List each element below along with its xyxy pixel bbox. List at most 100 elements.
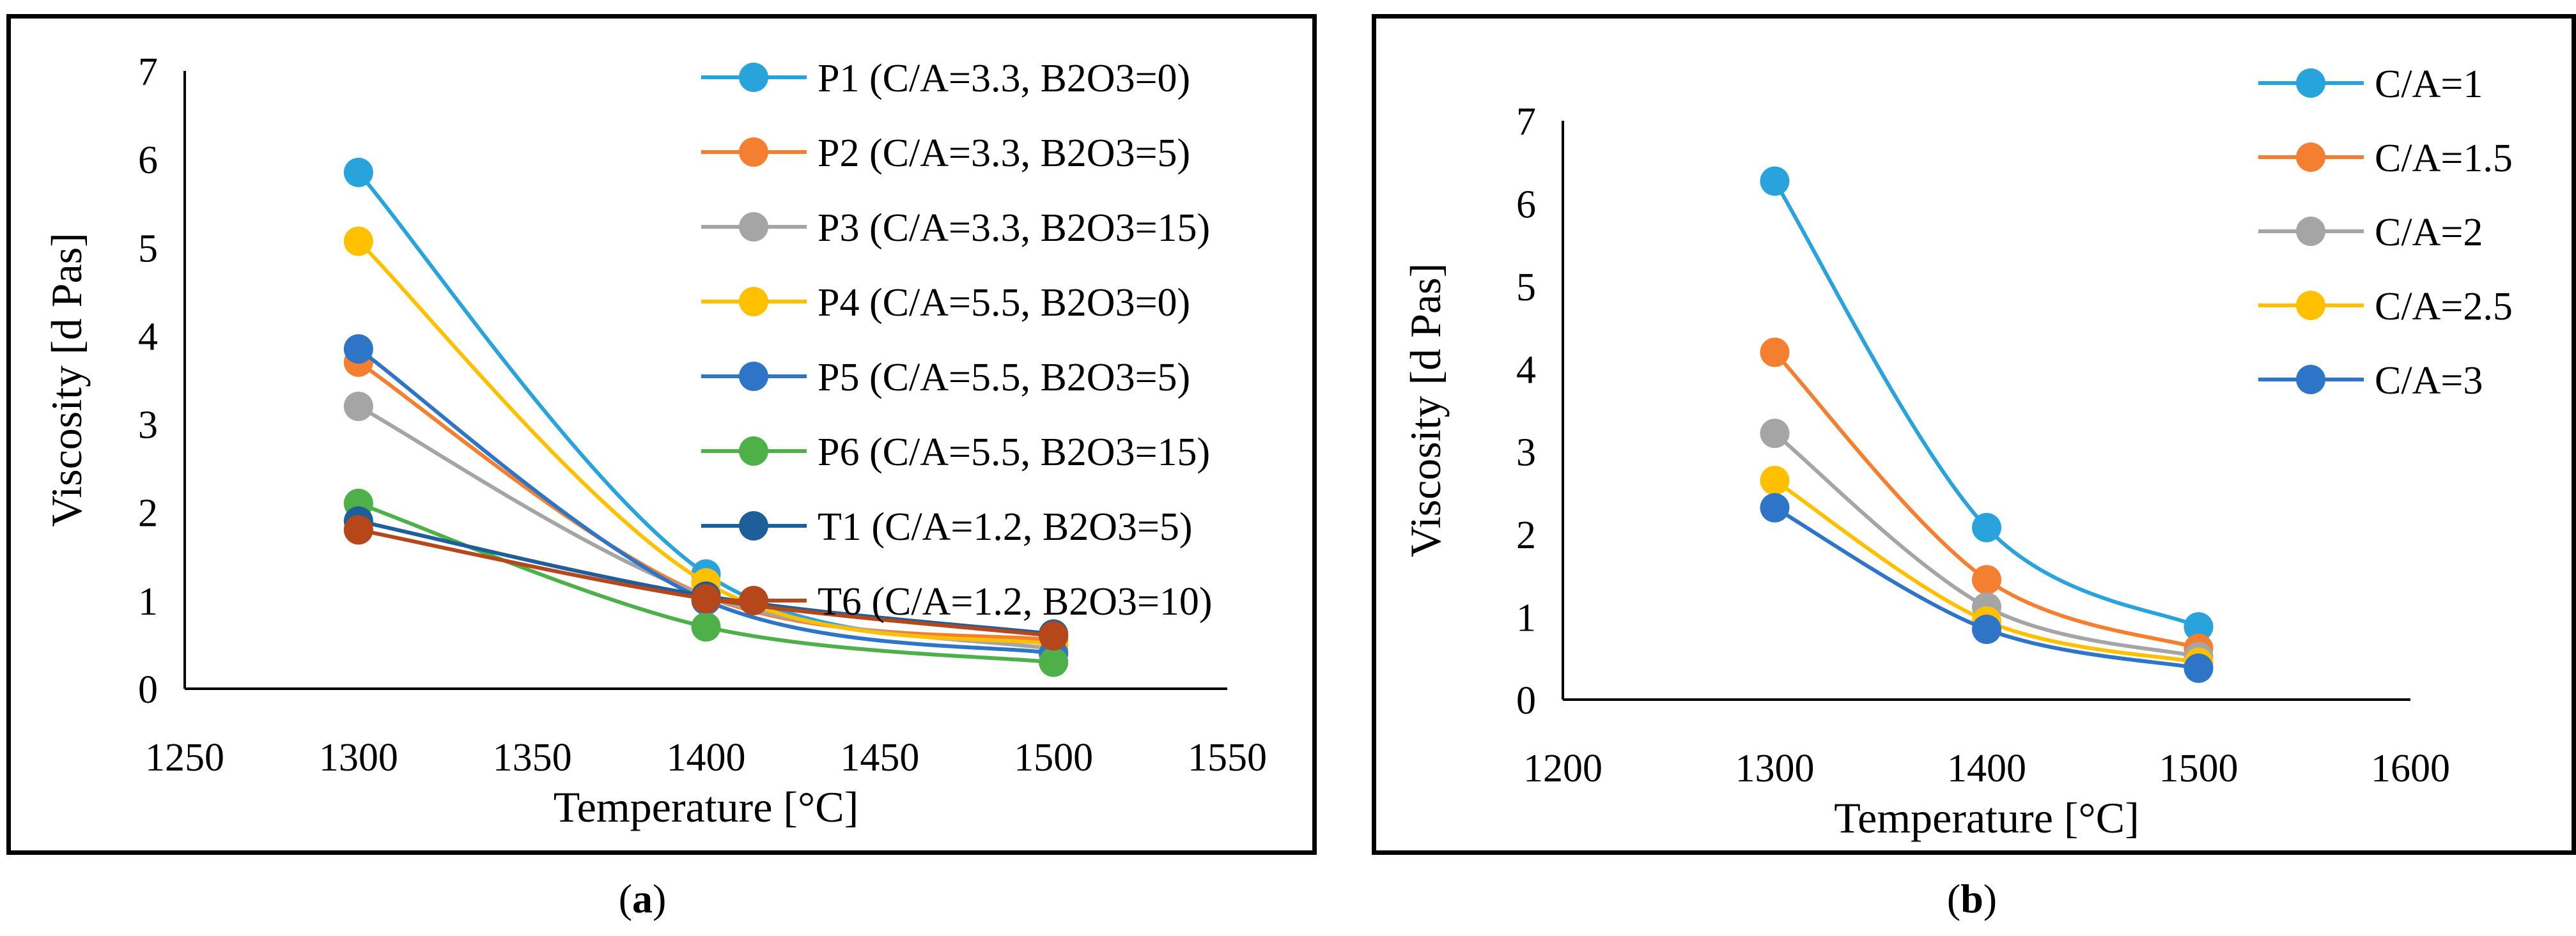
caption-b: (b) bbox=[1947, 875, 1997, 923]
x-tick-label: 1400 bbox=[667, 736, 746, 779]
x-tick-label: 1350 bbox=[493, 736, 572, 779]
legend-swatch-marker bbox=[2296, 217, 2325, 246]
legend-item: C/A=2.5 bbox=[2258, 285, 2513, 328]
x-tick-label: 1500 bbox=[1014, 736, 1093, 779]
data-point bbox=[343, 226, 373, 256]
legend-item: P5 (C/A=5.5, B2O3=5) bbox=[701, 356, 1190, 399]
legend-label: C/A=2 bbox=[2375, 211, 2483, 254]
caption-b-close: ) bbox=[1983, 876, 1998, 921]
y-tick-label: 2 bbox=[138, 492, 158, 535]
legend-swatch-marker bbox=[2296, 68, 2325, 98]
legend-swatch-marker bbox=[739, 287, 768, 316]
legend-swatch-marker bbox=[739, 511, 768, 541]
y-tick-label: 7 bbox=[138, 50, 158, 94]
x-tick-label: 1400 bbox=[1947, 747, 2026, 790]
y-tick-label: 3 bbox=[138, 404, 158, 447]
legend-item: C/A=2 bbox=[2258, 211, 2483, 254]
y-tick-label: 1 bbox=[138, 580, 158, 624]
data-point bbox=[1760, 466, 1790, 496]
y-tick-label: 6 bbox=[1516, 183, 1536, 226]
data-point bbox=[1972, 512, 2001, 542]
chart-panel-a: 0 1 2 3 4 5 6 7 1250 1300 1350 1400 1450 1500 1550 Temp… bbox=[6, 14, 1317, 855]
data-point bbox=[1039, 647, 1069, 677]
data-point bbox=[343, 515, 373, 545]
legend-label: C/A=1.5 bbox=[2375, 137, 2513, 180]
y-tick-label: 1 bbox=[1516, 597, 1536, 640]
legend-swatch-marker bbox=[2296, 365, 2325, 394]
legend-item: C/A=1.5 bbox=[2258, 137, 2513, 180]
legend-item: P2 (C/A=3.3, B2O3=5) bbox=[701, 132, 1190, 175]
series-line bbox=[357, 240, 1054, 647]
chart-panel-b: 0 1 2 3 4 5 6 7 1200 1300 1400 1500 1600 Temperature … bbox=[1372, 14, 2576, 855]
y-tick-label: 7 bbox=[1516, 100, 1536, 144]
legend-label: T1 (C/A=1.2, B2O3=5) bbox=[818, 505, 1193, 549]
y-tick-label: 5 bbox=[1516, 266, 1536, 309]
y-axis-title: Viscosity [d Pas] bbox=[1401, 263, 1450, 558]
legend-label: P3 (C/A=3.3, B2O3=15) bbox=[818, 206, 1210, 250]
y-tick-label: 6 bbox=[138, 139, 158, 182]
legend-swatch-marker bbox=[739, 63, 768, 92]
legend-label: P1 (C/A=3.3, B2O3=0) bbox=[818, 57, 1190, 100]
legend-swatch-marker bbox=[739, 586, 768, 615]
series-line bbox=[1773, 180, 2200, 629]
y-tick-label: 0 bbox=[1516, 679, 1536, 723]
data-point bbox=[1760, 337, 1790, 367]
chart-a-svg: 0 1 2 3 4 5 6 7 1250 1300 1350 1400 1450 1500 1550 Temp… bbox=[42, 50, 1267, 831]
legend-label: P2 (C/A=3.3, B2O3=5) bbox=[818, 132, 1190, 175]
legend-item: P4 (C/A=5.5, B2O3=0) bbox=[701, 281, 1190, 325]
x-tick-label: 1550 bbox=[1188, 736, 1267, 779]
legend-label: P4 (C/A=5.5, B2O3=0) bbox=[818, 281, 1190, 325]
legend-swatch-marker bbox=[739, 137, 768, 167]
chart-b-svg: 0 1 2 3 4 5 6 7 1200 1300 1400 1500 1600 Temperature … bbox=[1401, 63, 2513, 842]
legend-swatch-marker bbox=[739, 436, 768, 466]
caption-b-letter: b bbox=[1960, 876, 1983, 921]
series-6 bbox=[343, 488, 1069, 677]
caption-a-open: ( bbox=[618, 876, 632, 921]
legend-item: P3 (C/A=3.3, B2O3=15) bbox=[701, 206, 1210, 250]
legend-item: C/A=3 bbox=[2258, 359, 2483, 403]
legend-label: T6 (C/A=1.2, B2O3=10) bbox=[818, 580, 1213, 624]
legend-item: T1 (C/A=1.2, B2O3=5) bbox=[701, 505, 1193, 549]
legend-item: T6 (C/A=1.2, B2O3=10) bbox=[701, 580, 1213, 624]
data-point bbox=[1760, 418, 1790, 449]
caption-a-letter: a bbox=[632, 876, 653, 921]
y-tick-label: 4 bbox=[1516, 348, 1536, 392]
x-tick-label: 1200 bbox=[1523, 747, 1602, 790]
y-axis-title: Viscosity [d Pas] bbox=[42, 233, 91, 527]
data-point bbox=[2184, 612, 2214, 642]
data-point bbox=[1972, 565, 2001, 595]
data-point bbox=[1039, 621, 1069, 651]
x-tick-label: 1500 bbox=[2159, 747, 2238, 790]
y-tick-label: 0 bbox=[138, 668, 158, 712]
data-point bbox=[1972, 614, 2001, 644]
legend-label: P5 (C/A=5.5, B2O3=5) bbox=[818, 356, 1190, 399]
y-tick-label: 5 bbox=[138, 227, 158, 270]
data-point bbox=[2184, 653, 2214, 683]
x-axis-title: Temperature [°C] bbox=[1834, 794, 2139, 842]
legend: C/A=1 C/A=1.5 C/A=2 C/A=2.5 C/A=3 bbox=[2258, 63, 2513, 403]
legend-item: P6 (C/A=5.5, B2O3=15) bbox=[701, 431, 1210, 474]
legend-swatch-marker bbox=[739, 362, 768, 391]
legend-item: P1 (C/A=3.3, B2O3=0) bbox=[701, 57, 1190, 100]
y-tick-label: 2 bbox=[1516, 514, 1536, 557]
legend-swatch-marker bbox=[739, 212, 768, 242]
y-tick-label: 4 bbox=[138, 315, 158, 358]
series-2 bbox=[1760, 337, 2214, 663]
y-tick-label: 3 bbox=[1516, 431, 1536, 475]
caption-b-open: ( bbox=[1946, 876, 1961, 921]
legend-label: P6 (C/A=5.5, B2O3=15) bbox=[818, 431, 1210, 474]
series-1 bbox=[1760, 166, 2214, 642]
data-point bbox=[1760, 166, 1790, 196]
legend-label: C/A=3 bbox=[2375, 359, 2483, 403]
caption-a-close: ) bbox=[653, 876, 667, 921]
x-tick-label: 1250 bbox=[145, 736, 224, 779]
legend-label: C/A=1 bbox=[2375, 63, 2483, 106]
data-point bbox=[343, 391, 373, 421]
x-tick-label: 1300 bbox=[319, 736, 398, 779]
caption-a: (a) bbox=[619, 875, 667, 923]
legend: P1 (C/A=3.3, B2O3=0) P2 (C/A=3.3, B2O3=5)… bbox=[701, 57, 1213, 624]
data-point bbox=[691, 612, 721, 642]
x-axis-title: Temperature [°C] bbox=[554, 783, 858, 831]
series-5 bbox=[1760, 493, 2214, 683]
x-tick-label: 1450 bbox=[840, 736, 919, 779]
